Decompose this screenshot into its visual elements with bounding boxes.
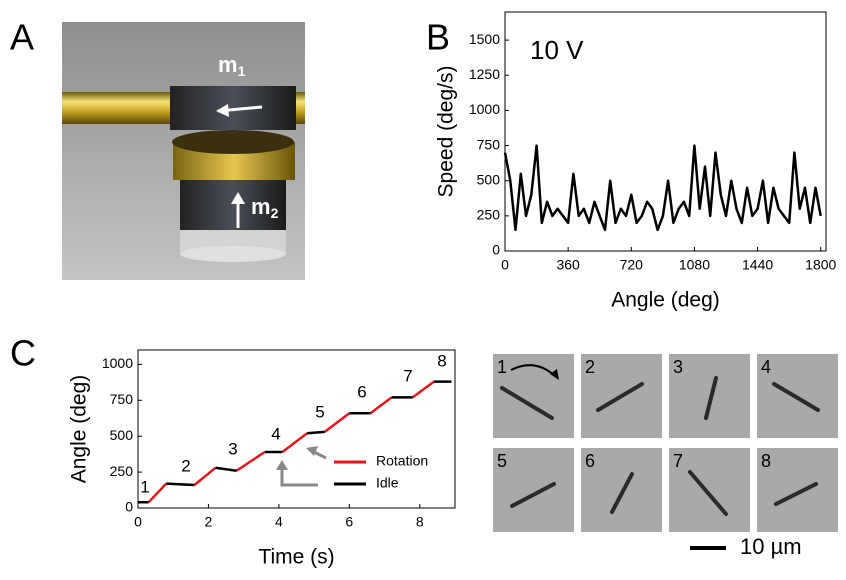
- panel-label: C: [10, 333, 36, 374]
- y-tick-label: 1250: [469, 66, 500, 82]
- micrograph-tile: [493, 354, 574, 438]
- x-tick-label: 360: [556, 257, 580, 273]
- panel-label: B: [426, 17, 450, 58]
- micrograph-tile: [493, 448, 574, 532]
- legend-label: Idle: [376, 475, 399, 491]
- label-base: m: [251, 194, 271, 219]
- step-label: 5: [315, 402, 324, 421]
- step-label: 3: [228, 439, 237, 458]
- rod: [774, 482, 818, 506]
- rod: [510, 482, 556, 508]
- label-base: m: [218, 52, 238, 77]
- label-sub: 1: [238, 63, 246, 79]
- step-label: 6: [357, 382, 366, 401]
- y-axis-label: Angle (deg): [68, 375, 91, 484]
- pointer-arrow: [280, 466, 318, 487]
- rod: [688, 470, 728, 516]
- tile-label: 8: [761, 451, 771, 471]
- micrographs: 1 2 3 4 5 6 7 8: [493, 354, 838, 532]
- y-tick-label: 250: [477, 207, 501, 223]
- panel-label: A: [10, 17, 34, 58]
- rod: [500, 386, 554, 420]
- x-tick-label: 4: [275, 514, 283, 530]
- plot-frame: [504, 11, 827, 252]
- x-tick-label: 1440: [742, 257, 773, 273]
- rotation-head: [550, 369, 559, 380]
- x-tick-label: 6: [345, 514, 353, 530]
- pointer-head: [306, 446, 318, 456]
- x-tick-label: 8: [416, 514, 424, 530]
- micrograph-tile: [669, 448, 750, 532]
- rod: [610, 472, 634, 514]
- y-tick-label: 500: [110, 427, 134, 443]
- y-tick-label: 1000: [102, 355, 133, 371]
- tile-label: 7: [673, 451, 683, 471]
- y-tick-label: 1500: [469, 31, 500, 47]
- x-tick-label: 1080: [679, 257, 710, 273]
- x-tick-label: 1800: [805, 257, 836, 273]
- tile-label: 1: [497, 357, 507, 377]
- label-sub: 2: [271, 205, 279, 221]
- tile-label: 2: [585, 357, 595, 377]
- tile-label: 3: [673, 357, 683, 377]
- y-tick-label: 1000: [469, 101, 500, 117]
- step-label: 2: [181, 456, 190, 475]
- annotation: 10 V: [530, 35, 584, 65]
- data-line: [138, 380, 452, 504]
- y-axis-label: Speed (deg/s): [435, 66, 458, 198]
- y-tick-label: 0: [492, 242, 500, 258]
- pointer-head: [276, 460, 288, 470]
- illustration: m1 m2: [62, 22, 305, 280]
- step-label: 7: [403, 366, 412, 385]
- x-axis-label: Angle (deg): [611, 289, 720, 312]
- step-label: 8: [437, 351, 446, 370]
- data-line: [503, 144, 822, 232]
- x-tick-label: 0: [501, 257, 509, 273]
- x-tick-label: 2: [205, 514, 213, 530]
- micrograph-tile: [757, 448, 838, 532]
- tile-label: 5: [497, 451, 507, 471]
- y-tick-label: 750: [110, 391, 134, 407]
- rod: [596, 382, 644, 412]
- step-label: 4: [271, 424, 280, 443]
- scale-bar-label: 10 µm: [740, 534, 802, 559]
- step-label: 1: [140, 477, 149, 496]
- rod: [772, 382, 820, 412]
- y-tick-label: 0: [125, 499, 133, 515]
- y-tick-label: 250: [110, 463, 134, 479]
- tile-label: 4: [761, 357, 771, 377]
- tile-label: 6: [585, 451, 595, 471]
- x-tick-label: 720: [620, 257, 644, 273]
- x-axis-label: Time (s): [258, 546, 334, 569]
- y-tick-label: 500: [477, 171, 501, 187]
- moment-label: m2: [251, 194, 279, 221]
- moment-label: m1: [218, 52, 246, 79]
- plot-frame: [137, 349, 456, 509]
- rod: [704, 376, 718, 420]
- legend-label: Rotation: [376, 453, 428, 469]
- data-line: [147, 380, 435, 504]
- x-tick-label: 0: [134, 514, 142, 530]
- y-tick-label: 750: [477, 136, 501, 152]
